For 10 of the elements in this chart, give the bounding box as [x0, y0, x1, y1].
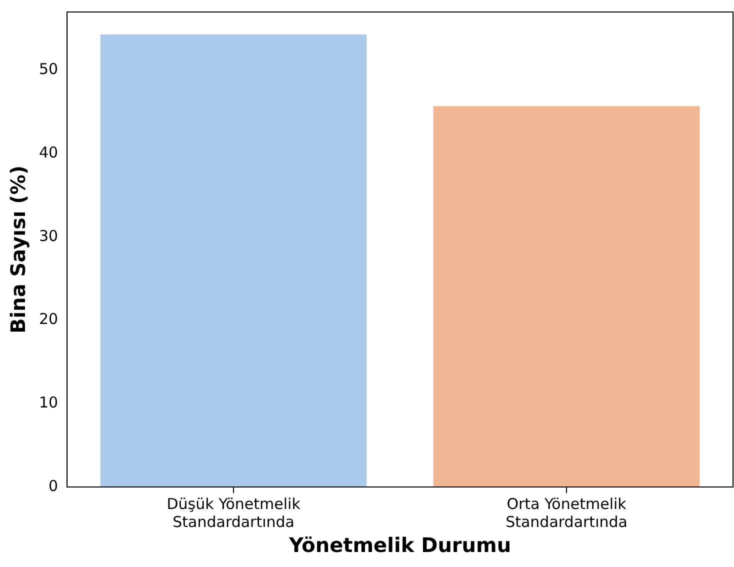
- y-tick-label: 30: [38, 226, 58, 245]
- x-tick-label: Orta Yönetmelik Standardartında: [506, 494, 628, 531]
- y-tick-label: 20: [38, 310, 58, 328]
- y-tick-label: 40: [38, 144, 58, 162]
- y-tick-label: 50: [38, 60, 58, 78]
- y-tick-label: 0: [48, 476, 58, 495]
- x-tick-label: Düşük Yönetmelik Standardartında: [166, 494, 301, 531]
- y-axis-title: Bina Sayısı (%): [6, 165, 30, 334]
- y-tick-label: 10: [38, 394, 58, 412]
- x-axis-title: Yönetmelik Durumu: [288, 533, 512, 558]
